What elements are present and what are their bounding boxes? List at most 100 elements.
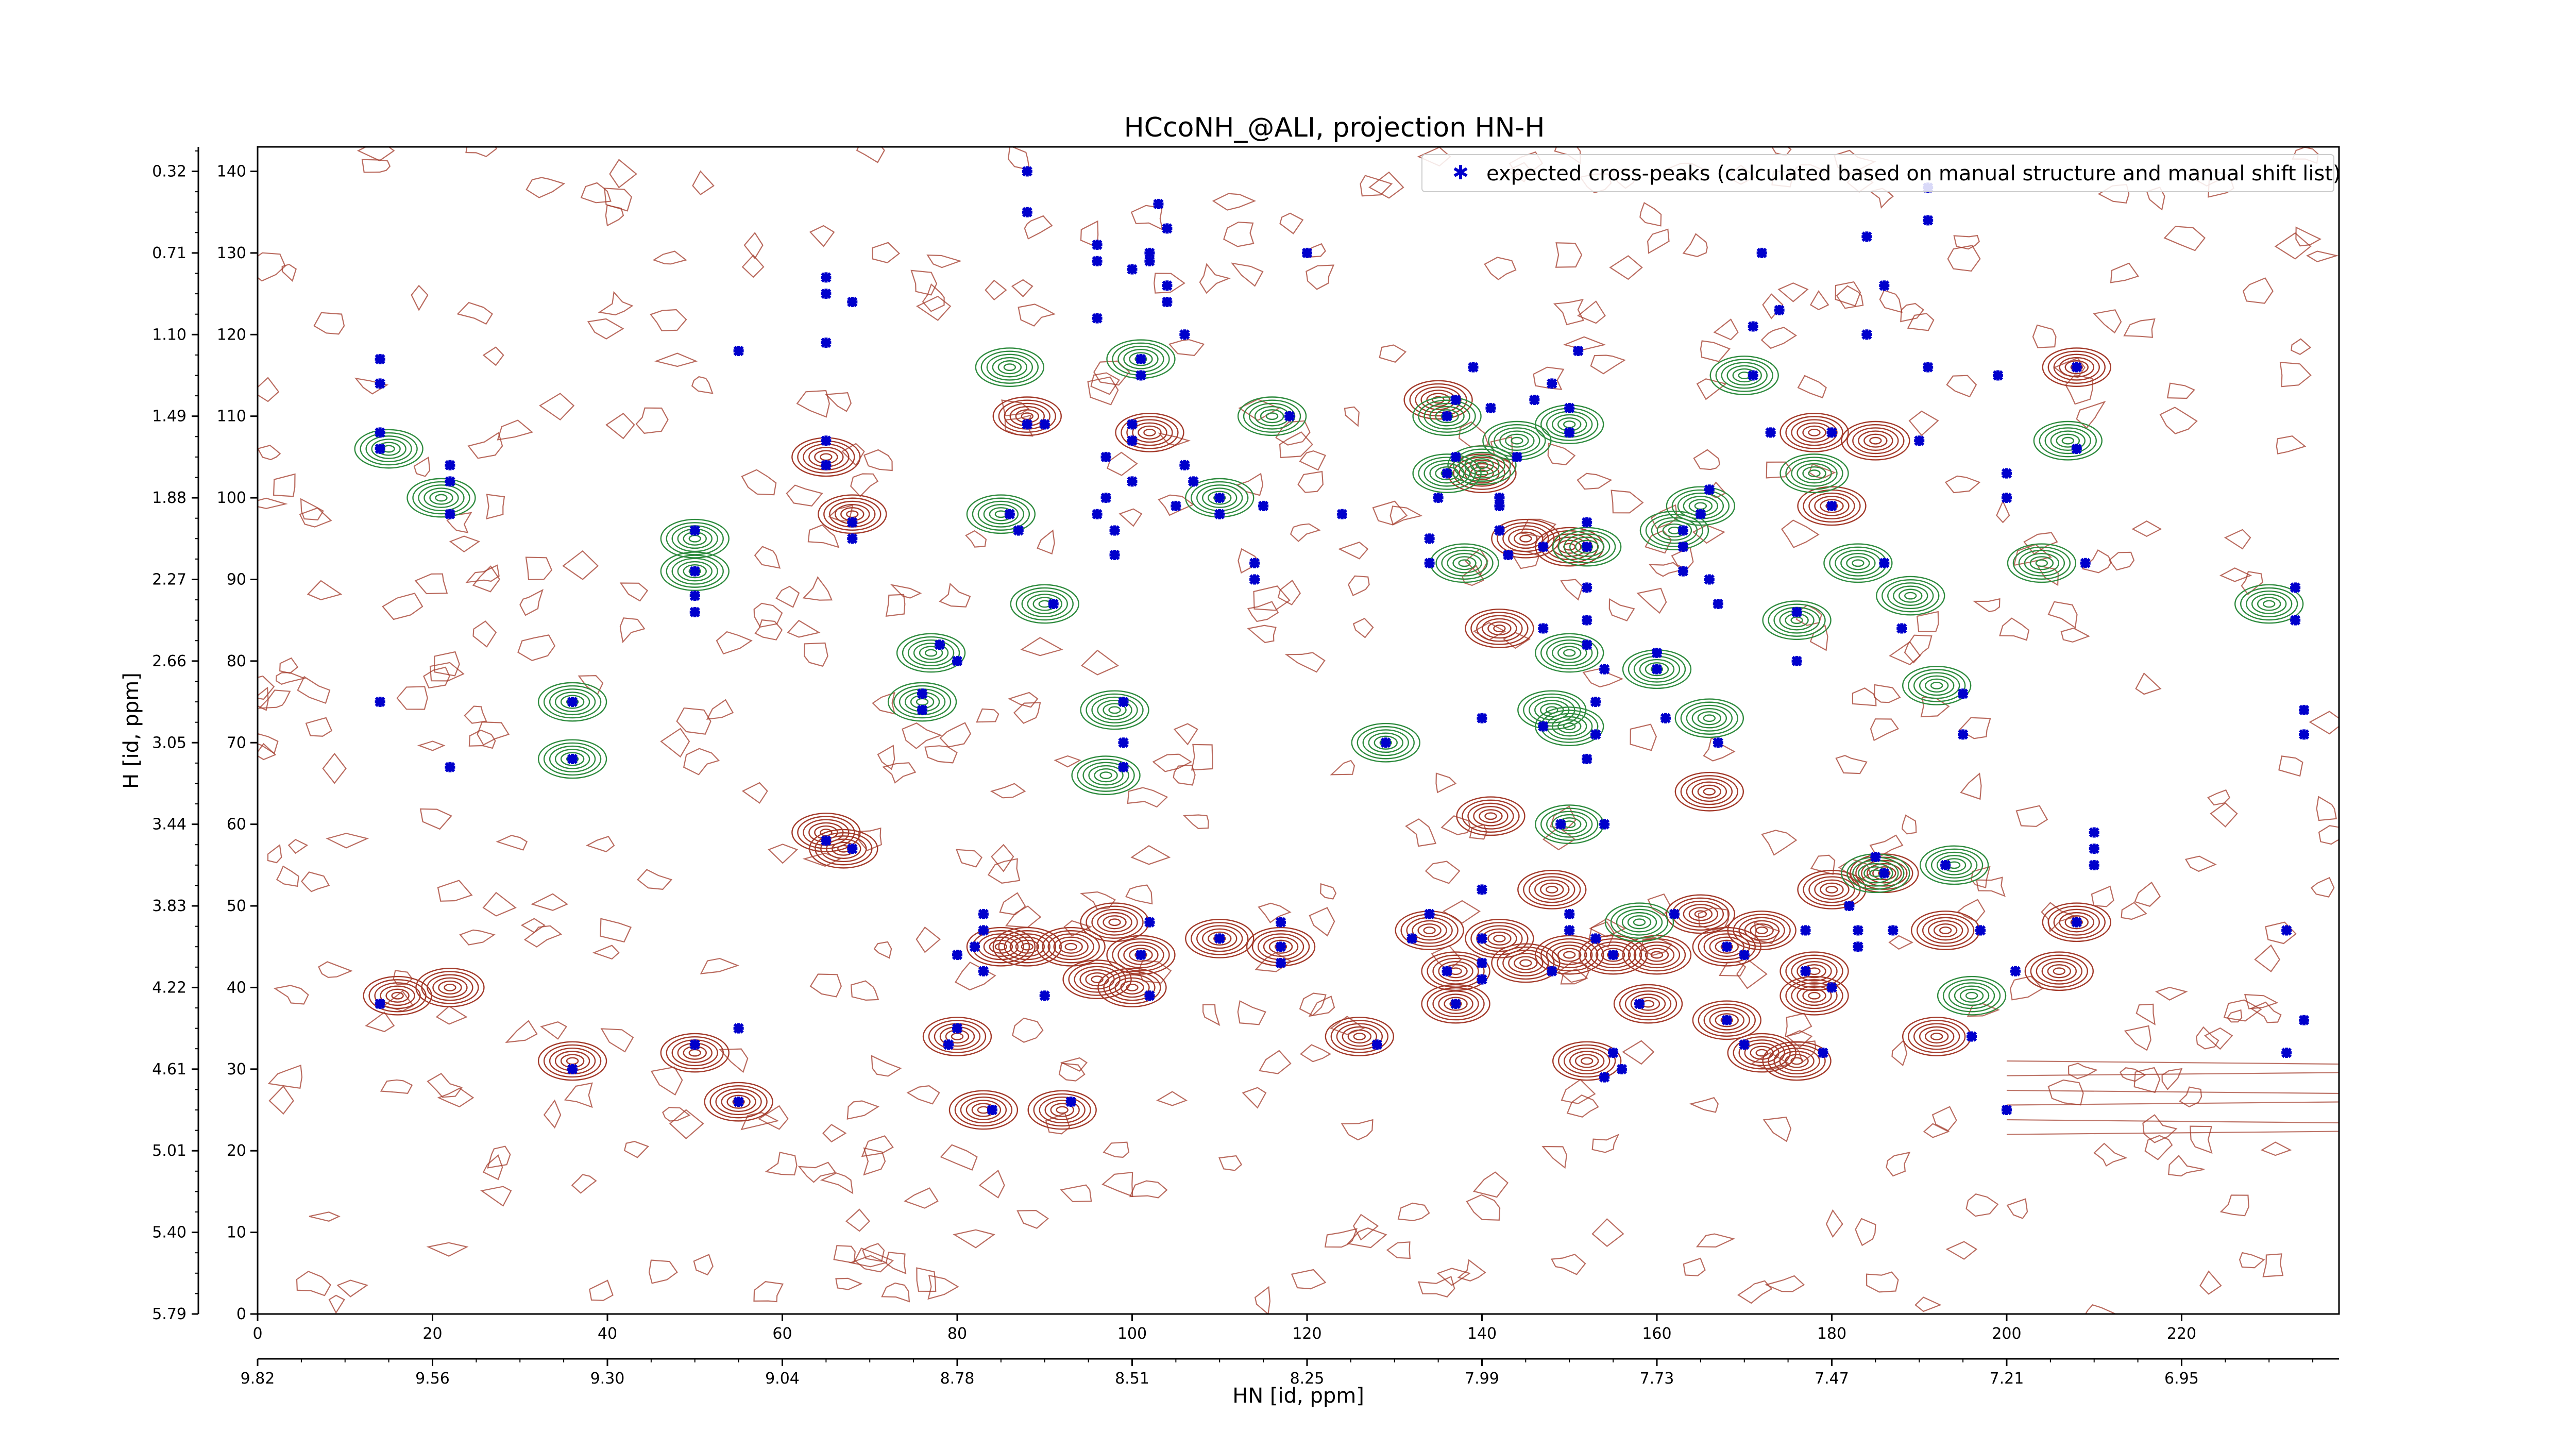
negative-peak-contour-level — [1243, 399, 1301, 433]
noise-contour — [692, 170, 715, 196]
positive-peak-contour-level — [1808, 991, 1821, 1000]
positive-peak-contour-level — [1733, 914, 1791, 947]
positive-peak-contour-level — [1780, 975, 1849, 1016]
noise-contour — [849, 1255, 888, 1268]
positive-peak — [1902, 1017, 1972, 1056]
noise-contour — [281, 263, 297, 282]
noise-contour — [1542, 826, 1576, 851]
positive-peak — [1797, 869, 1867, 909]
y-tick-label: 100 — [217, 489, 246, 507]
noise-contour — [2241, 571, 2263, 595]
positive-peak — [1421, 951, 1490, 991]
positive-peak-contour-level — [1047, 933, 1094, 961]
positive-peak-contour-level — [1421, 951, 1490, 991]
positive-peak-contour-level — [1697, 784, 1722, 799]
positive-peak-contour-level — [1427, 954, 1485, 988]
negative-peak-contour-level — [1808, 469, 1821, 477]
positive-peak — [1080, 902, 1149, 942]
expected-cross-peak-marker — [445, 762, 455, 772]
noise-contour — [396, 686, 428, 710]
negative-peak-contour-level — [1893, 585, 1928, 606]
positive-peak-contour-level — [1004, 933, 1050, 961]
expected-cross-peak-marker — [567, 696, 578, 707]
noise-contour — [1965, 1193, 1999, 1217]
positive-peak-contour-level — [823, 497, 882, 531]
noise-contour — [562, 550, 599, 580]
streak-contour — [2006, 1131, 2339, 1135]
ppm-tick-label: 1.49 — [152, 408, 187, 426]
positive-peak-contour-level — [1820, 499, 1844, 513]
noise-contour — [926, 254, 962, 268]
noise-contour — [885, 1252, 907, 1274]
noise-contour — [2210, 802, 2238, 828]
left-ppm-axis: 5.79 5.40 5.01 4.61 4.22 3.83 3.44 3.05 2.66 2.27… — [152, 147, 199, 1323]
noise-contour — [1761, 830, 1798, 856]
negative-peak-contour-level — [907, 639, 955, 667]
noise-contour — [2279, 361, 2312, 387]
positive-peak-contour-level — [1715, 1013, 1739, 1027]
noise-contour — [299, 507, 332, 528]
noise-contour — [531, 893, 569, 911]
positive-peak — [1027, 1090, 1097, 1130]
noise-contour — [1012, 1017, 1044, 1043]
noise-contour — [650, 309, 687, 331]
negative-peak-contour-level — [2056, 433, 2080, 448]
expected-cross-peak-marker — [1739, 949, 1750, 961]
positive-peak-contour-level — [1744, 920, 1780, 941]
negative-peak-contour-level — [1557, 646, 1582, 660]
x-tick-label: 100 — [1117, 1325, 1147, 1343]
negative-peak — [896, 633, 966, 673]
negative-peak — [2033, 420, 2103, 461]
positive-peak-contour-level — [1508, 953, 1544, 973]
noise-contour — [650, 1066, 683, 1096]
noise-contour — [1223, 222, 1255, 247]
noise-contour — [2159, 407, 2198, 434]
noise-contour — [2133, 1067, 2161, 1093]
negative-peak — [1535, 706, 1604, 746]
positive-peak-contour-level — [922, 1017, 992, 1056]
negative-peak-contour-level — [2234, 584, 2304, 624]
expected-cross-peak-marker — [1713, 737, 1723, 748]
noise-contour — [1611, 490, 1644, 514]
expected-cross-peak-marker — [1477, 713, 1487, 723]
noise-contour — [987, 858, 1021, 884]
noise-contour — [258, 675, 275, 700]
positive-peak-contour-level — [1191, 922, 1249, 955]
noise-contour — [487, 1145, 511, 1169]
noise-contour — [423, 666, 450, 689]
negative-peak-contour-level — [1913, 672, 1960, 699]
positive-peak-contour-level — [1123, 945, 1159, 965]
bottom-ppm-tick-label: 7.47 — [1815, 1370, 1849, 1388]
expected-cross-peak-marker — [1957, 688, 1969, 699]
noise-contour — [2161, 1068, 2183, 1090]
negative-peak-contour-level — [1823, 543, 1893, 583]
negative-peak-contour-level — [671, 558, 718, 585]
positive-peak — [1780, 975, 1849, 1016]
noise-contour — [1253, 585, 1291, 611]
expected-cross-peak-marker — [733, 1023, 744, 1034]
positive-peak-contour-level — [1902, 1017, 1972, 1056]
negative-peak-contour-level — [1959, 988, 1984, 1003]
positive-peak-contour-level — [1785, 954, 1843, 988]
negative-peak-contour-level — [924, 649, 938, 657]
expected-cross-peak-marker — [1118, 696, 1129, 707]
positive-peak-contour-level — [380, 985, 415, 1006]
positive-peak-contour-level — [1791, 419, 1838, 446]
noise-contour — [258, 445, 281, 461]
positive-peak-contour-level — [1814, 879, 1850, 900]
negative-peak-contour-level — [1697, 711, 1722, 726]
positive-peak-contour-level — [1508, 528, 1544, 549]
positive-peak-contour-level — [1619, 987, 1677, 1021]
noise-contour — [1279, 212, 1304, 234]
expected-cross-peak-marker — [1477, 957, 1487, 969]
negative-peak-contour-level — [1942, 979, 2001, 1013]
noise-contour — [1590, 355, 1626, 375]
noise-contour — [426, 1242, 469, 1257]
negative-peak-contour-level — [1797, 463, 1832, 484]
positive-peak-contour-level — [1085, 972, 1109, 987]
noise-contour — [2123, 318, 2156, 338]
noise-contour — [916, 1267, 937, 1292]
expected-cross-peak-marker — [1301, 247, 1313, 259]
noise-contour — [1810, 854, 1836, 875]
positive-peak-contour-level — [1698, 930, 1756, 964]
